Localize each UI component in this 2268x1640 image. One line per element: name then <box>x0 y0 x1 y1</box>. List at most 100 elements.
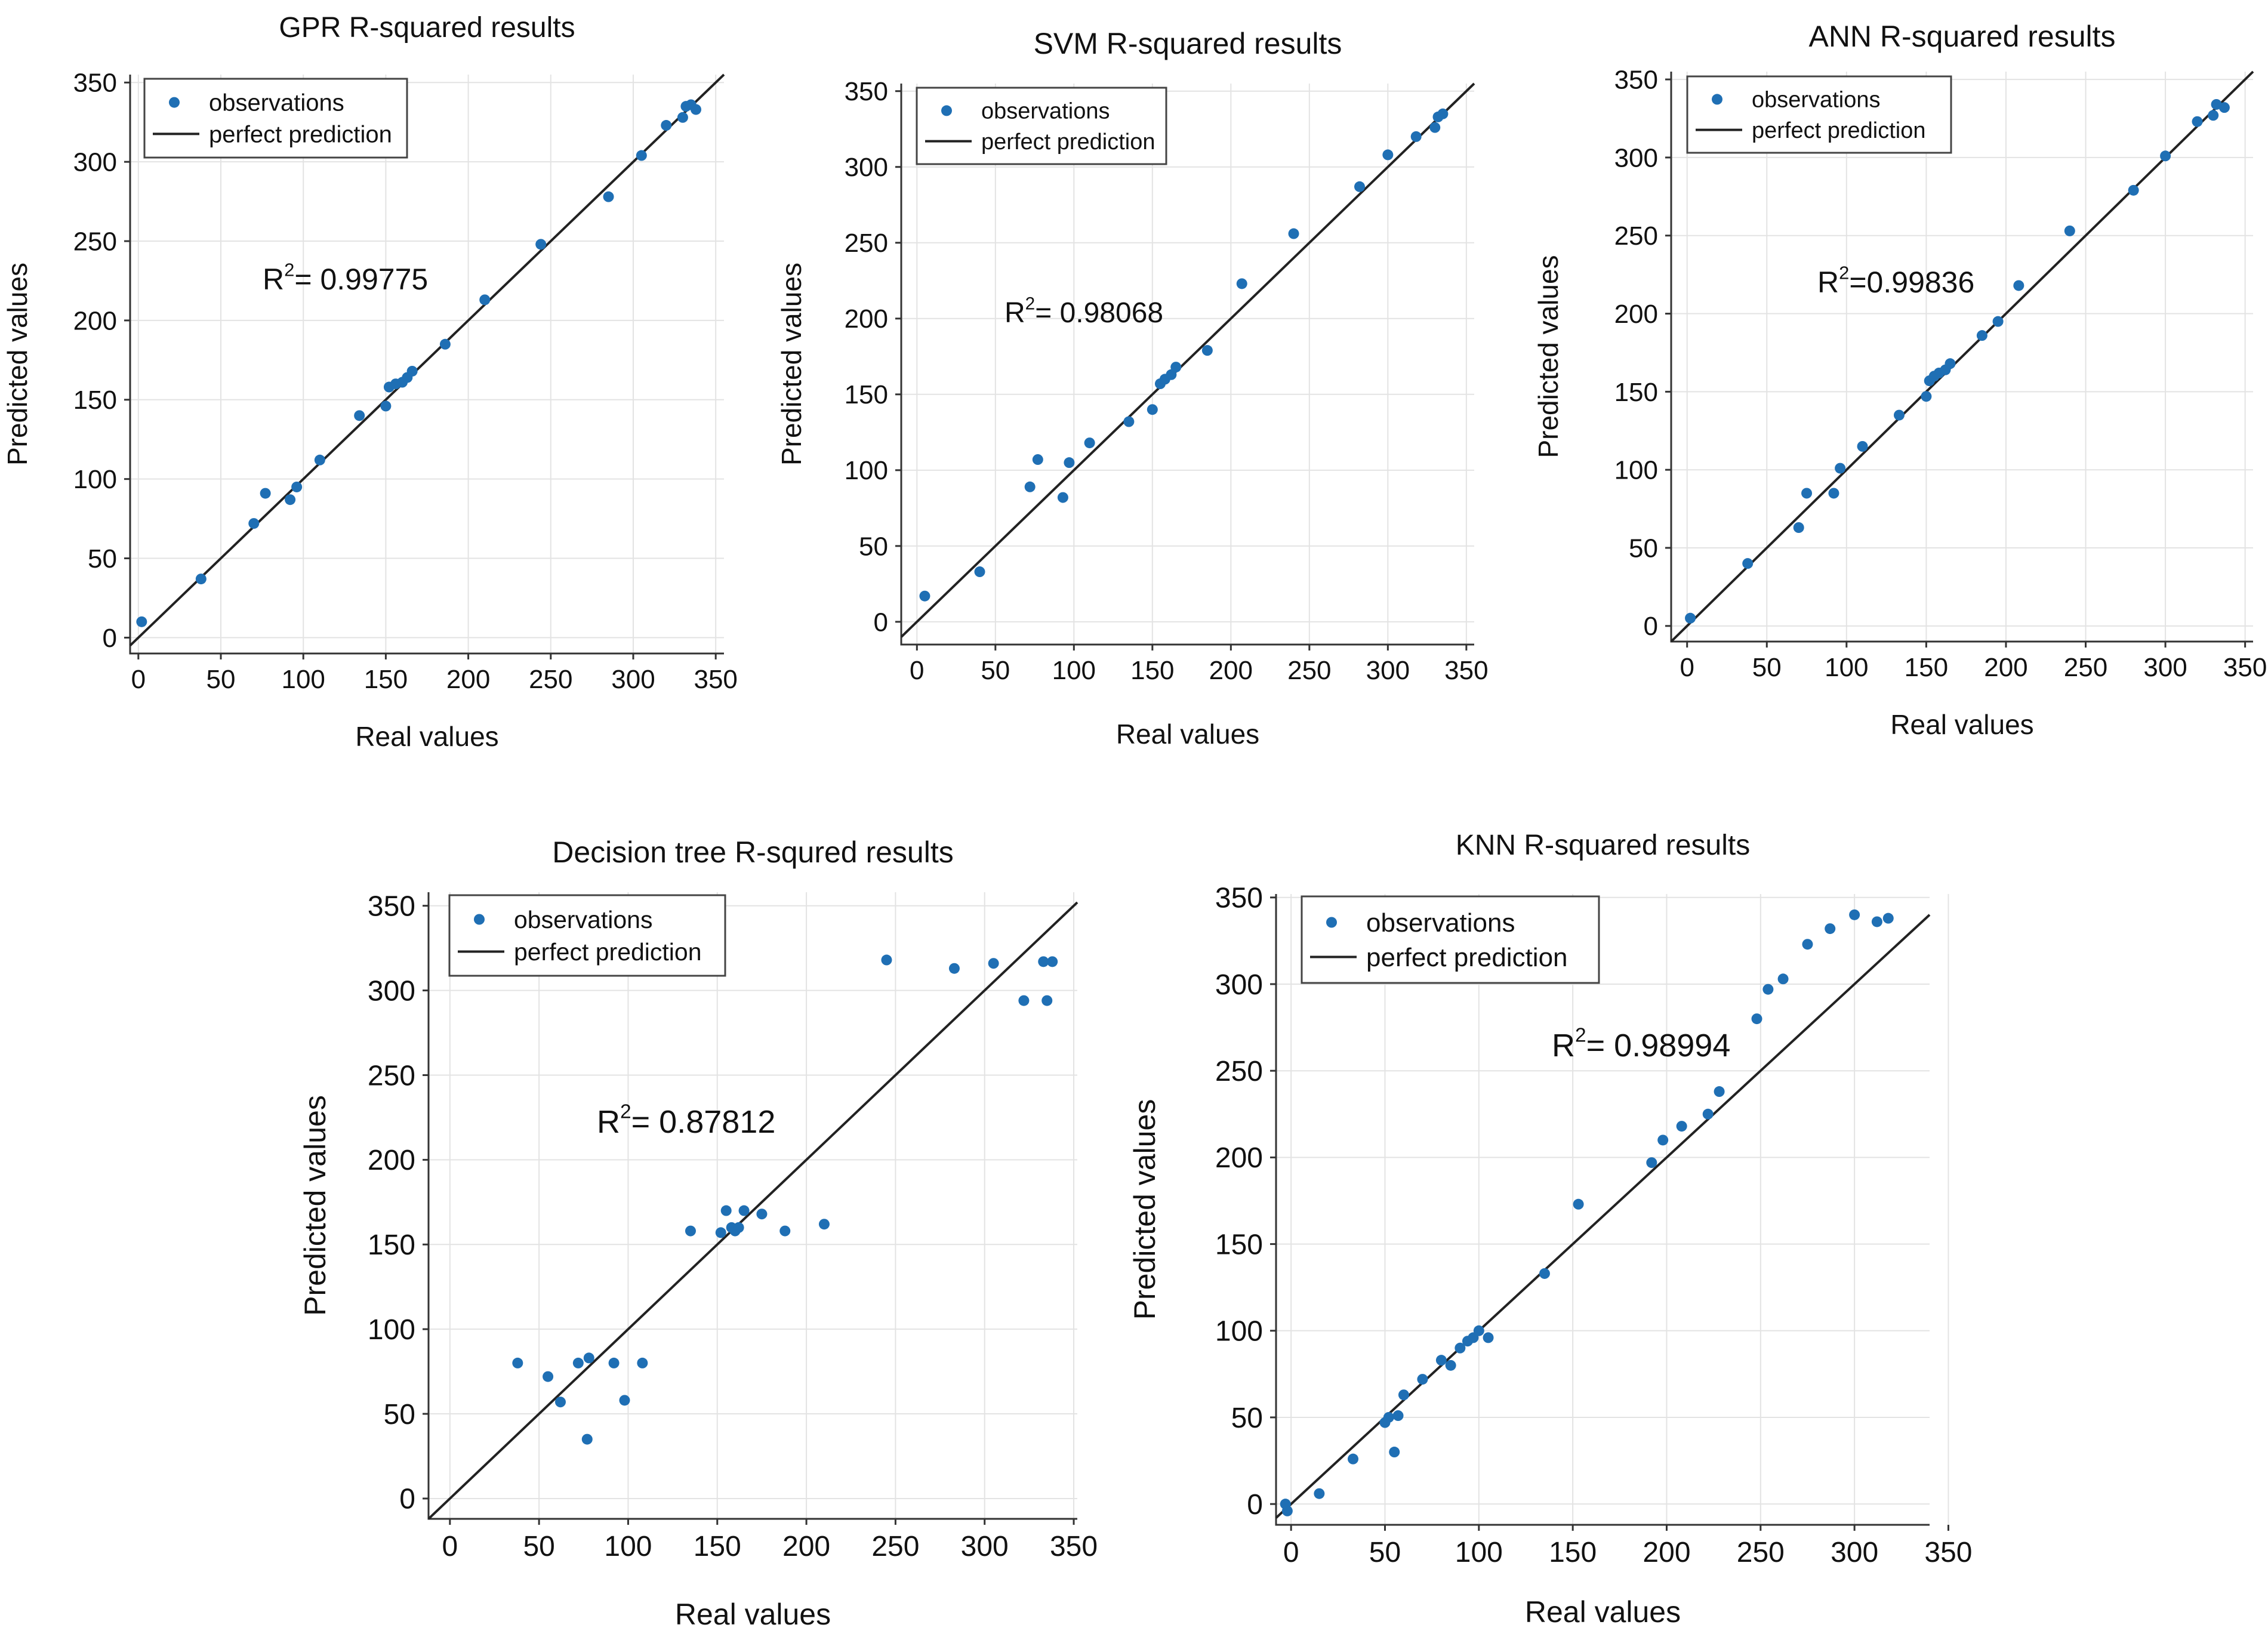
chart-1-ytick-label: 50 <box>88 544 117 574</box>
chart-1-observation-point <box>285 494 296 505</box>
chart-2-ytick-label: 150 <box>845 380 888 409</box>
chart-1-observation-point <box>677 112 688 123</box>
chart-1-ytick-label: 350 <box>73 69 117 98</box>
chart-4-observation-point <box>637 1357 648 1368</box>
chart-3-ytick-label: 300 <box>1614 143 1658 172</box>
chart-2-observation-point <box>1170 362 1182 373</box>
chart-2-xtick-label: 350 <box>1444 656 1488 685</box>
chart-1-observation-point <box>260 488 271 499</box>
chart-5-legend-perfect-label: perfect prediction <box>1366 943 1568 972</box>
chart-5-r2-superscript: 2 <box>1575 1025 1586 1047</box>
chart-3-xtick-label: 250 <box>2064 653 2107 682</box>
chart-4-observation-point <box>581 1434 593 1445</box>
chart-5-ytick-label: 300 <box>1215 969 1263 1001</box>
chart-3-xtick-label: 50 <box>1752 653 1782 682</box>
chart-5-observation-point <box>1348 1453 1359 1465</box>
chart-2-observation-point <box>1354 181 1365 192</box>
chart-1-observation-point <box>248 518 260 529</box>
chart-1-xtick-label: 350 <box>694 665 737 694</box>
chart-3-observation-point <box>1893 409 1905 421</box>
chart-5-ytick-label: 350 <box>1215 883 1263 914</box>
chart-1-title: GPR R-squared results <box>279 12 575 44</box>
chart-3-xtick-label: 300 <box>2143 653 2187 682</box>
chart-2-observation-point <box>1024 481 1036 492</box>
chart-4-observation-point <box>685 1225 696 1237</box>
chart-1-observation-point <box>661 120 672 131</box>
chart-3-r2-annotation: R2=0.99836 <box>1817 263 1974 300</box>
chart-1-xtick-label: 200 <box>446 665 490 694</box>
chart-5-observation-point <box>1573 1198 1584 1210</box>
chart-5: 0 50 100 150 200 250 300 350 0 50 100 150 200 250 300 3… <box>1128 830 1973 1629</box>
chart-4-observation-point <box>512 1357 523 1368</box>
chart-2-perfect-prediction-line <box>900 82 1475 638</box>
chart-4-observation-point <box>543 1371 554 1382</box>
chart-2-legend-perfect-label: perfect prediction <box>981 130 1155 155</box>
chart-5-observation-point <box>1714 1086 1725 1098</box>
chart-3-ytick-label: 200 <box>1614 300 1658 329</box>
chart-3-ytick-label: 350 <box>1614 65 1658 94</box>
chart-1-perfect-prediction-line <box>129 73 725 647</box>
chart-1-legend: observations perfect prediction <box>143 78 408 159</box>
chart-3-xtick-label: 350 <box>2223 653 2267 682</box>
chart-1-r2-symbol: R <box>263 263 284 296</box>
chart-2-xtick-label: 0 <box>910 656 924 685</box>
chart-4-ytick-label: 250 <box>368 1060 415 1092</box>
chart-4-r2-superscript: 2 <box>620 1101 631 1123</box>
chart-3-ytick-label: 50 <box>1629 534 1658 563</box>
chart-5-xtick-label: 250 <box>1737 1537 1785 1568</box>
chart-4-legend-perfect-label: perfect prediction <box>514 938 702 966</box>
chart-2-ytick-label: 0 <box>874 608 888 637</box>
chart-2-observation-point <box>1084 437 1095 449</box>
chart-2-observation-point <box>974 566 985 578</box>
chart-4-observation-point <box>572 1357 584 1368</box>
chart-3-legend: observations perfect prediction <box>1686 75 1952 154</box>
chart-1-legend-observations-label: observations <box>209 90 344 116</box>
chart-2-xtick-label: 100 <box>1052 656 1096 685</box>
chart-1-ytick-label: 150 <box>73 386 117 415</box>
chart-1-observation-point <box>314 454 325 466</box>
chart-3-title: ANN R-squared results <box>1808 20 2115 53</box>
chart-5-observation-point <box>1676 1121 1687 1132</box>
chart-5-xtick-label: 100 <box>1455 1537 1503 1568</box>
chart-4-ytick-label: 350 <box>368 891 415 923</box>
chart-1-axes <box>129 75 724 655</box>
chart-2-r2-annotation: R2= 0.98068 <box>1004 294 1163 329</box>
chart-1-ytick-label: 250 <box>73 227 117 256</box>
chart-3-ytick-label: 150 <box>1614 378 1658 407</box>
chart-2-legend: observations perfect prediction <box>916 87 1167 165</box>
chart-3-observation-point <box>1835 463 1846 474</box>
chart-5-observation-point <box>1417 1374 1428 1385</box>
chart-2-xtick-label: 200 <box>1209 656 1253 685</box>
chart-4-ylabel: Predicted values <box>298 1095 332 1316</box>
chart-4-observation-point <box>554 1397 566 1408</box>
chart-2-ytick-label: 250 <box>845 229 888 258</box>
chart-3-xtick-label: 150 <box>1905 653 1948 682</box>
chart-5-r2-symbol: R <box>1552 1028 1575 1063</box>
chart-3-observation-point <box>1793 522 1804 533</box>
chart-2-r2-symbol: R <box>1004 297 1025 329</box>
chart-2-observation-point <box>1032 454 1043 466</box>
chart-5-ylabel: Predicted values <box>1128 1099 1161 1320</box>
chart-5-observation-point <box>1455 1342 1466 1354</box>
chart-3-observation-point <box>1857 440 1868 452</box>
chart-3-legend-box <box>1686 75 1952 154</box>
chart-4-observation-point <box>619 1395 630 1406</box>
chart-4-r2-value: = 0.87812 <box>631 1104 776 1140</box>
chart-5-ytick-label: 100 <box>1215 1316 1263 1348</box>
chart-2-observation-point <box>1410 131 1422 142</box>
chart-4-legend-box <box>448 894 726 977</box>
chart-4-observation-point <box>1047 956 1058 967</box>
chart-2-observation-point <box>1064 457 1075 468</box>
chart-4-observation-point <box>715 1227 726 1238</box>
chart-4-observation-point <box>1018 995 1030 1006</box>
chart-5-observation-point <box>1389 1447 1400 1458</box>
chart-4-observation-point <box>948 963 960 974</box>
chart-5-legend-box <box>1301 895 1600 984</box>
chart-3-observation-point <box>1828 488 1839 499</box>
chart-5-observation-point <box>1849 909 1860 920</box>
chart-1-xtick-label: 0 <box>131 665 146 694</box>
chart-5-observation-point <box>1762 984 1774 995</box>
chart-4-observation-point <box>988 958 999 969</box>
chart-5-xlabel: Real values <box>1525 1595 1681 1629</box>
chart-2-legend-observation-marker <box>941 105 952 116</box>
